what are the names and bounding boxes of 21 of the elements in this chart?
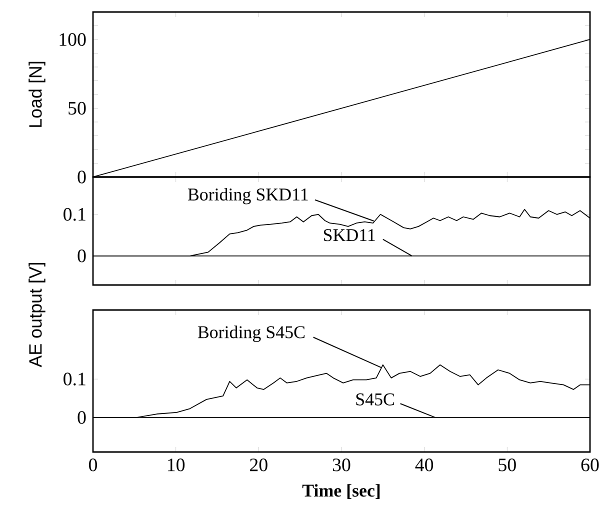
y-tick-label: 0.1 (64, 372, 86, 386)
y-tick-label: 0.1 (64, 208, 86, 221)
series-label: Boriding S45C (198, 326, 305, 342)
x-tick-label: 40 (415, 458, 434, 472)
legend-label: SKD11 (324, 229, 375, 242)
y-tick-label: 50 (68, 102, 86, 115)
y-tick-label: 0 (78, 170, 86, 184)
y-tick-label: 0 (78, 411, 86, 424)
x-tick-label: 50 (498, 458, 516, 472)
x-axis-title: Time [sec] (302, 484, 380, 499)
y-tick-label: 100 (60, 33, 86, 46)
x-tick-label: 30 (332, 458, 350, 472)
x-tick-label: 60 (581, 458, 599, 472)
y-tick-label: 0 (78, 250, 86, 262)
x-tick-label: 0 (88, 458, 98, 472)
legend-label: S45C (356, 393, 394, 406)
y-axis-title: Load [N] (28, 62, 46, 127)
x-tick-label: 20 (250, 458, 268, 472)
y-axis-title: AE output [V] (28, 262, 46, 368)
x-tick-label: 10 (168, 458, 185, 472)
series-label: Boriding SKD11 (188, 188, 308, 204)
